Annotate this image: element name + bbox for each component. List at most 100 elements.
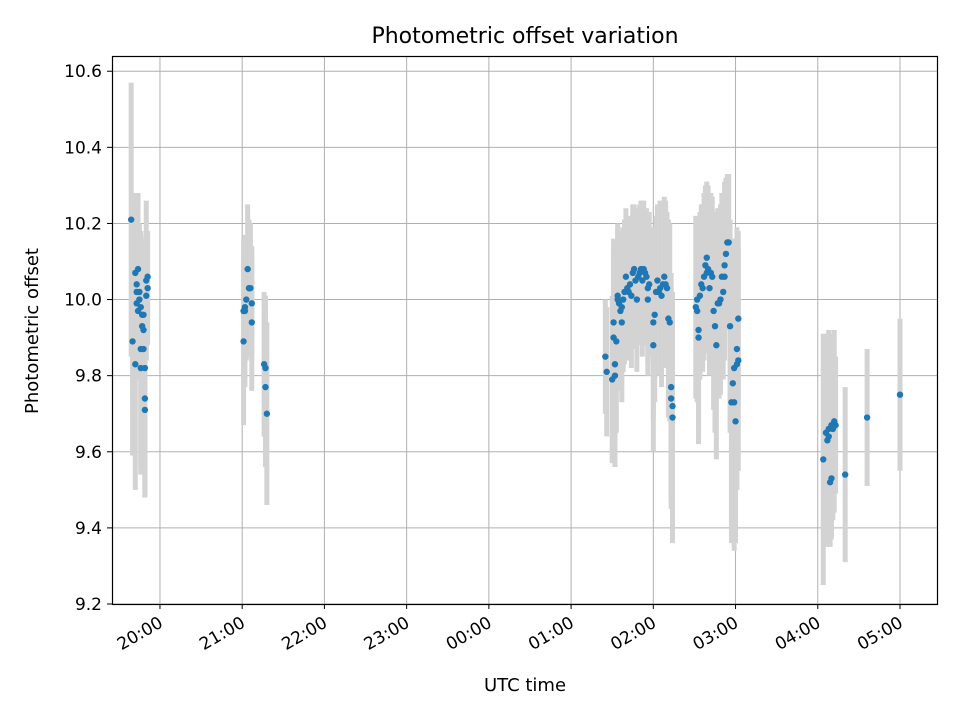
plot-frame (111, 55, 939, 606)
data-point (133, 281, 140, 288)
data-point (695, 326, 702, 334)
data-point (710, 307, 717, 315)
y-axis-label: Photometric offset (22, 248, 43, 414)
data-point (828, 475, 835, 482)
data-point (663, 284, 671, 292)
data-point (633, 296, 641, 303)
data-point (726, 322, 734, 330)
data-point (262, 383, 269, 391)
data-point (134, 265, 142, 273)
data-point (136, 296, 143, 303)
data-point (144, 284, 151, 292)
y-tick-label: 10.4 (64, 138, 102, 158)
data-point (129, 338, 136, 345)
x-axis-label: UTC time (484, 675, 566, 696)
y-tick-label: 9.6 (75, 443, 102, 463)
data-point (630, 265, 638, 273)
data-point (693, 307, 701, 315)
data-point (666, 319, 673, 326)
y-tick-label: 9.2 (75, 595, 102, 615)
y-tick-label: 10.6 (64, 62, 102, 82)
data-point (628, 292, 635, 299)
data-point (725, 239, 732, 246)
data-point (713, 342, 720, 349)
y-tick-label: 10.0 (64, 291, 102, 311)
data-point (667, 383, 675, 391)
y-axis-ticks: 9.2 9.4 9.6 9.8 10.0 10.2 10.4 10.6 (64, 62, 112, 615)
data-point (243, 296, 250, 303)
data-point (720, 288, 727, 296)
data-point (140, 345, 147, 353)
data-point (721, 262, 728, 269)
data-point (610, 319, 617, 326)
y-tick-label: 10.2 (64, 214, 102, 234)
data-point (618, 319, 626, 326)
data-point (651, 311, 658, 318)
data-point (602, 353, 609, 360)
data-point (841, 471, 849, 478)
data-point (703, 254, 710, 261)
chart-title: Photometric offset variation (371, 24, 678, 49)
data-point (613, 338, 620, 345)
data-point (140, 311, 147, 318)
data-point (654, 277, 661, 284)
data-point (618, 303, 626, 311)
data-point (730, 399, 738, 406)
data-point (136, 288, 143, 296)
data-point (669, 414, 676, 421)
data-point (132, 361, 139, 368)
data-point (735, 315, 742, 322)
data-point (650, 319, 657, 326)
data-point (643, 273, 650, 280)
data-point (244, 265, 251, 273)
data-point (622, 273, 630, 280)
data-point (644, 296, 652, 303)
data-point (709, 273, 716, 280)
data-point (247, 284, 254, 292)
data-point (667, 395, 675, 402)
data-point (248, 300, 255, 307)
data-point (626, 281, 634, 288)
data-point (137, 303, 144, 311)
data-point (141, 395, 149, 402)
y-tick-label: 9.4 (75, 519, 102, 539)
data-point (611, 361, 619, 368)
data-point (646, 281, 653, 288)
data-point (661, 273, 668, 280)
data-point (611, 372, 619, 379)
data-point (144, 273, 151, 280)
data-point (825, 433, 832, 440)
data-point (141, 406, 149, 414)
data-point (248, 319, 255, 326)
data-point (896, 391, 904, 398)
data-point (706, 284, 713, 292)
data-point (603, 368, 610, 376)
data-point (263, 410, 271, 417)
data-point (240, 338, 247, 345)
data-point (140, 326, 147, 334)
data-point (695, 334, 702, 341)
data-point (658, 292, 665, 299)
data-point (729, 380, 737, 387)
data-point (711, 322, 719, 330)
data-point (721, 273, 728, 280)
data-point (696, 292, 704, 299)
data-point (127, 216, 135, 223)
data-point (262, 364, 269, 372)
data-point (639, 277, 646, 284)
data-point (717, 296, 724, 303)
data-points (127, 216, 904, 486)
data-point (863, 414, 871, 421)
data-point (141, 364, 149, 372)
data-point (722, 250, 730, 258)
data-point (820, 456, 827, 463)
data-point (241, 303, 249, 311)
data-point (732, 418, 739, 425)
data-point (832, 421, 839, 429)
data-point (619, 296, 627, 303)
data-point (733, 345, 741, 353)
data-point (735, 357, 742, 364)
data-point (669, 402, 676, 410)
data-point (650, 342, 657, 349)
